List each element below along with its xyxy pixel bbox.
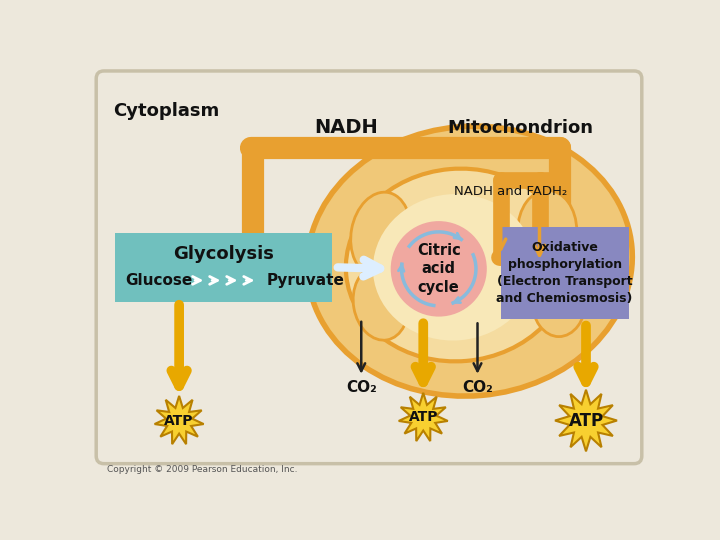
Text: Glycolysis: Glycolysis <box>173 245 274 263</box>
FancyBboxPatch shape <box>114 233 332 302</box>
Text: CO₂: CO₂ <box>462 381 493 395</box>
Ellipse shape <box>532 262 586 336</box>
Text: Mitochondrion: Mitochondrion <box>447 119 593 137</box>
Ellipse shape <box>346 168 570 361</box>
Text: Oxidative
phosphorylation
(Electron Transport
and Chemiosmosis): Oxidative phosphorylation (Electron Tran… <box>497 241 633 305</box>
Text: Citric
acid
cycle: Citric acid cycle <box>417 243 461 295</box>
Text: Glucose: Glucose <box>126 273 193 288</box>
FancyBboxPatch shape <box>500 226 629 319</box>
Ellipse shape <box>307 126 632 396</box>
Text: Pyruvate: Pyruvate <box>266 273 345 288</box>
Text: CO₂: CO₂ <box>346 381 377 395</box>
Text: ATP: ATP <box>408 410 438 424</box>
Polygon shape <box>399 393 448 441</box>
Text: ATP: ATP <box>164 414 194 428</box>
FancyBboxPatch shape <box>96 71 642 464</box>
Ellipse shape <box>373 194 536 341</box>
Circle shape <box>391 221 487 316</box>
Text: NADH and FADH₂: NADH and FADH₂ <box>454 185 567 198</box>
Ellipse shape <box>539 231 586 292</box>
Text: Cytoplasm: Cytoplasm <box>113 102 220 120</box>
Polygon shape <box>555 390 617 451</box>
Text: Copyright © 2009 Pearson Education, Inc.: Copyright © 2009 Pearson Education, Inc. <box>107 464 297 474</box>
Polygon shape <box>155 396 204 444</box>
Text: ATP: ATP <box>568 411 603 429</box>
Text: NADH: NADH <box>314 118 377 138</box>
Ellipse shape <box>518 190 577 271</box>
Ellipse shape <box>351 192 410 276</box>
Ellipse shape <box>353 267 408 340</box>
